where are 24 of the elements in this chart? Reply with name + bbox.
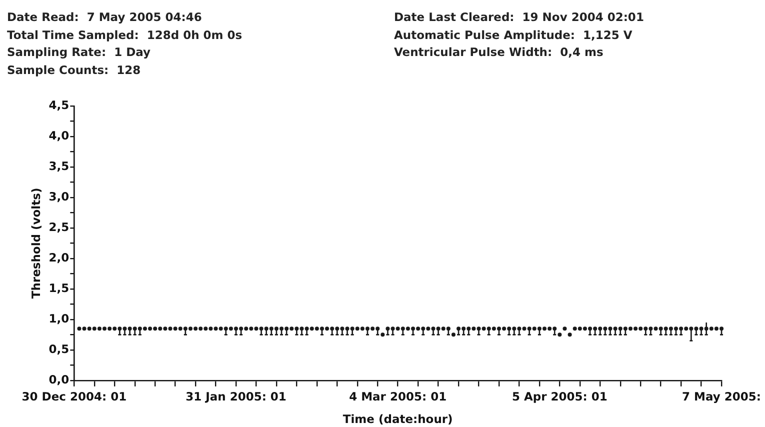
y-tick-label: 3,5 xyxy=(48,158,70,173)
y-tick-label: 2,0 xyxy=(48,250,70,264)
y-axis-title: Threshold (volts) xyxy=(28,188,43,299)
x-tick-label: 4 Mar 2005: 01 xyxy=(349,389,447,404)
x-axis-title: Time (date:hour) xyxy=(342,412,453,426)
y-tick-label: 0,0 xyxy=(48,372,70,386)
y-tick-label: 1,0 xyxy=(48,311,70,326)
x-tick-label: 7 May 2005: xyxy=(682,389,762,404)
text: Sample Counts: 128 xyxy=(7,62,142,80)
y-tick-label: 4,5 xyxy=(48,98,70,112)
y-tick-label: 1,5 xyxy=(48,280,70,295)
y-tick-label: 2,5 xyxy=(48,220,70,234)
text: Total Time Sampled: 128d 0h 0m 0s xyxy=(7,26,242,44)
text: Automatic Pulse Amplitude: 1,125 V xyxy=(394,26,634,44)
x-tick-label: 31 Jan 2005: 01 xyxy=(186,389,286,404)
text: Date Last Cleared: 19 Nov 2004 02:01 xyxy=(394,9,644,26)
text: Sampling Rate: 1 Day xyxy=(7,44,152,62)
y-tick-label: 3,0 xyxy=(48,189,70,204)
text: Ventricular Pulse Width: 0,4 ms xyxy=(394,44,604,62)
x-tick-label: 5 Apr 2005: 01 xyxy=(512,389,608,404)
y-tick-label: 0,5 xyxy=(48,342,70,356)
x-tick-label: 30 Dec 2004: 01 xyxy=(22,389,127,404)
text: Date Read: 7 May 2005 04:46 xyxy=(7,9,203,26)
y-tick-label: 4,0 xyxy=(48,128,70,142)
